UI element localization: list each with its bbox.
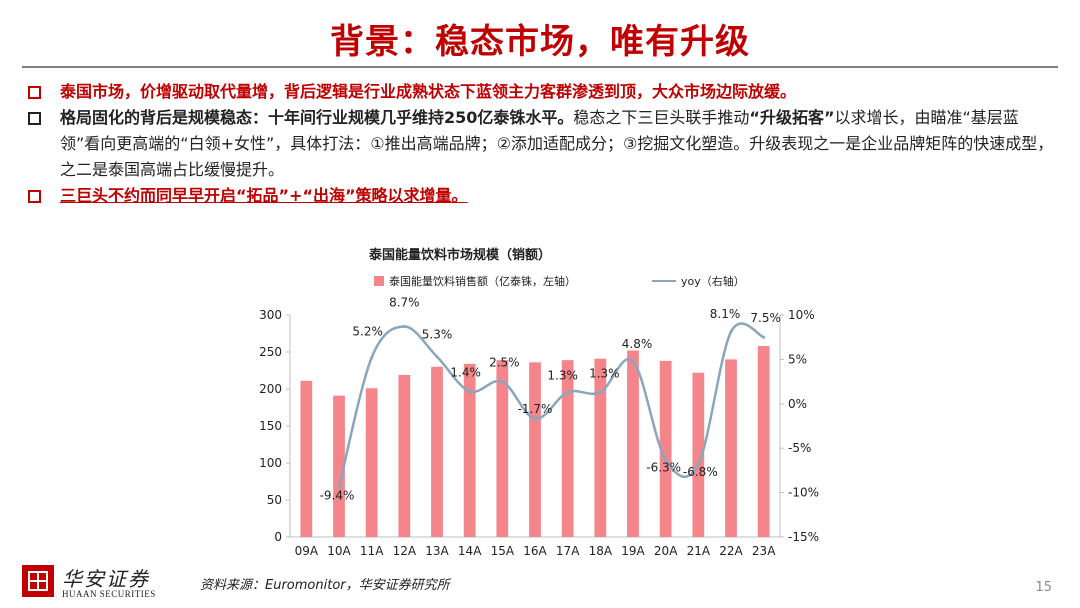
slide-title: 背景：稳态市场，唯有升级 xyxy=(330,22,750,62)
seal-icon xyxy=(22,565,54,597)
bar-14A xyxy=(463,363,476,537)
bullet-2-text-a: 稳态之下三巨头联手推动 xyxy=(573,108,750,127)
yoy-data-label: 8.7% xyxy=(389,296,420,310)
bar-09A xyxy=(300,380,313,537)
bar-13A xyxy=(431,366,443,537)
yoy-point-10A xyxy=(337,485,341,489)
yoy-point-13A xyxy=(435,355,439,359)
page-number: 15 xyxy=(1035,580,1052,595)
x-tick-label: 15A xyxy=(491,544,515,558)
bar-21A xyxy=(692,372,705,537)
bar-18A xyxy=(594,358,607,537)
y-right-tick-label: -10% xyxy=(788,486,819,500)
x-tick-label: 22A xyxy=(719,544,743,558)
x-tick-label: 20A xyxy=(654,544,678,558)
bullet-2-text-b: 以求增长，由瞄准“基层蓝领”看向更高端的“白领+女性”，具体打法：①推出高端品牌… xyxy=(60,108,1054,179)
yoy-point-23A xyxy=(762,335,766,339)
yoy-point-12A xyxy=(402,325,406,329)
y-right-tick-label: 0% xyxy=(788,397,807,411)
yoy-data-label: 1.3% xyxy=(547,368,578,382)
bar-22A xyxy=(725,359,737,537)
bar-15A xyxy=(496,360,509,537)
x-tick-label: 13A xyxy=(425,544,449,558)
y-left-tick-label: 100 xyxy=(259,456,282,470)
bar-20A xyxy=(659,360,672,537)
bar-12A xyxy=(398,374,411,537)
x-tick-label: 17A xyxy=(556,544,580,558)
bullet-text-1: 泰国市场，价增驱动取代量增，背后逻辑是行业成熟状态下蓝领主力客群渗透到顶，大众市… xyxy=(60,82,797,101)
yoy-point-22A xyxy=(729,330,733,334)
square-bullet-icon xyxy=(28,86,41,99)
yoy-data-label: -6.8% xyxy=(683,465,718,479)
square-bullet-icon xyxy=(28,190,41,203)
yoy-data-label: -9.4% xyxy=(320,488,355,502)
yoy-point-11A xyxy=(370,356,374,360)
y-right-tick-label: -5% xyxy=(788,441,811,455)
bullet-2-bold-upgrade: “升级拓客” xyxy=(749,108,835,127)
title-divider xyxy=(22,66,1058,68)
y-left-tick-label: 200 xyxy=(259,382,282,396)
bullet-2-bold-lead: 格局固化的背后是规模稳态：十年间行业规模几乎维持250亿泰铢水平。 xyxy=(60,108,574,127)
yoy-data-label: -1.7% xyxy=(518,402,553,416)
x-tick-label: 12A xyxy=(393,544,417,558)
yoy-data-label: -6.3% xyxy=(646,461,681,475)
y-left-tick-label: 250 xyxy=(259,345,282,359)
yoy-point-21A xyxy=(696,462,700,466)
x-tick-label: 10A xyxy=(327,544,351,558)
yoy-point-15A xyxy=(500,380,504,384)
yoy-point-17A xyxy=(566,390,570,394)
yoy-data-label: 1.4% xyxy=(450,365,481,379)
logo-en: HUAAN SECURITIES xyxy=(62,589,156,599)
x-tick-label: 23A xyxy=(752,544,776,558)
bullet-text-3: 三巨头不约而同早早开启“拓品”+“出海”策略以求增量。 xyxy=(60,186,468,205)
yoy-data-label: 5.2% xyxy=(352,325,383,339)
yoy-data-label: 2.5% xyxy=(489,356,520,370)
legend-bar-swatch xyxy=(374,276,384,286)
bar-11A xyxy=(365,388,378,537)
legend-bar-label: 泰国能量饮料销售额（亿泰铢，左轴） xyxy=(389,274,576,288)
bullet-list: 泰国市场，价增驱动取代量增，背后逻辑是行业成熟状态下蓝领主力客群渗透到顶，大众市… xyxy=(22,79,1058,209)
bar-19A xyxy=(627,350,639,537)
x-tick-label: 11A xyxy=(360,544,384,558)
y-left-tick-label: 150 xyxy=(259,419,282,433)
yoy-point-19A xyxy=(631,359,635,363)
yoy-point-16A xyxy=(533,417,537,421)
y-left-tick-label: 300 xyxy=(259,308,282,322)
y-right-tick-label: 10% xyxy=(788,308,815,322)
x-tick-label: 16A xyxy=(523,544,547,558)
bar-10A xyxy=(333,395,345,537)
yoy-data-label: 1.3% xyxy=(589,366,620,380)
yoy-point-18A xyxy=(598,390,602,394)
y-right-tick-label: -15% xyxy=(788,530,819,544)
y-left-tick-label: 50 xyxy=(267,493,282,507)
x-tick-label: 14A xyxy=(458,544,482,558)
y-right-tick-label: 5% xyxy=(788,352,807,366)
bar-16A xyxy=(529,362,541,537)
logo-cn: 华安证券 xyxy=(62,567,150,591)
yoy-data-label: 8.1% xyxy=(710,307,741,321)
yoy-data-label: 4.8% xyxy=(622,337,653,351)
chart-title: 泰国能量饮料市场规模（销额） xyxy=(368,247,551,263)
legend-line-label: yoy（右轴） xyxy=(681,274,745,288)
x-tick-label: 09A xyxy=(295,544,319,558)
yoy-point-14A xyxy=(468,389,472,393)
yoy-data-label: 7.5% xyxy=(750,311,781,325)
company-logo: 华安证券 HUAAN SECURITIES xyxy=(22,565,160,605)
bar-17A xyxy=(561,360,574,537)
yoy-point-20A xyxy=(664,458,668,462)
source-note: 资料来源：Euromonitor，华安证券研究所 xyxy=(200,578,450,593)
y-left-tick-label: 0 xyxy=(274,530,282,544)
bullet-item-3: 三巨头不约而同早早开启“拓品”+“出海”策略以求增量。 xyxy=(22,183,1058,209)
yoy-data-label: 5.3% xyxy=(422,328,453,342)
x-tick-label: 19A xyxy=(621,544,645,558)
x-tick-label: 18A xyxy=(589,544,613,558)
x-tick-label: 21A xyxy=(687,544,711,558)
bullet-item-1: 泰国市场，价增驱动取代量增，背后逻辑是行业成熟状态下蓝领主力客群渗透到顶，大众市… xyxy=(22,79,1058,105)
bar-23A xyxy=(757,346,770,537)
square-bullet-icon xyxy=(28,112,41,125)
bullet-item-2: 格局固化的背后是规模稳态：十年间行业规模几乎维持250亿泰铢水平。稳态之下三巨头… xyxy=(22,105,1058,183)
market-size-chart: 泰国能量饮料市场规模（销额） 泰国能量饮料销售额（亿泰铢，左轴） yoy（右轴） 0 5… xyxy=(259,247,819,558)
